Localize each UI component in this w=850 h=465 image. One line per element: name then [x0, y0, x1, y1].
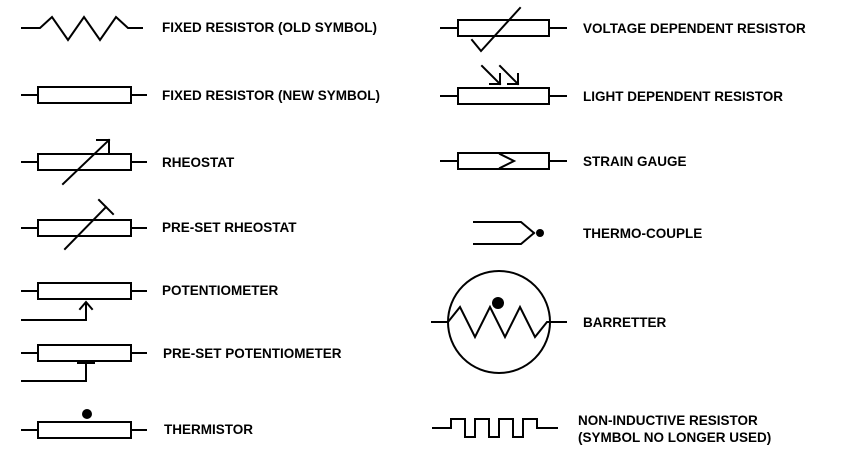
- label-thermistor: THERMISTOR: [164, 422, 254, 437]
- strain-gauge-symbol: [440, 152, 567, 170]
- label-barretter: BARRETTER: [583, 315, 667, 330]
- preset-rheostat-symbol: [21, 198, 147, 251]
- label-fixed-resistor-new: FIXED RESISTOR (NEW SYMBOL): [162, 88, 381, 103]
- label-potentiometer: POTENTIOMETER: [162, 283, 279, 298]
- label-preset-rheostat: PRE-SET RHEOSTAT: [162, 220, 297, 235]
- fixed-resistor-old-symbol: [21, 15, 143, 42]
- label-non-inductive-line2: (SYMBOL NO LONGER USED): [578, 430, 772, 445]
- label-light-dependent-resistor: LIGHT DEPENDENT RESISTOR: [583, 89, 784, 104]
- label-non-inductive-line1: NON-INDUCTIVE RESISTOR: [578, 413, 758, 428]
- thermistor-symbol: [21, 409, 147, 439]
- label-thermocouple: THERMO-COUPLE: [583, 226, 703, 241]
- label-strain-gauge: STRAIN GAUGE: [583, 154, 687, 169]
- thermocouple-symbol: [473, 221, 544, 245]
- preset-potentiometer-symbol: [21, 344, 147, 382]
- label-voltage-dependent-resistor: VOLTAGE DEPENDENT RESISTOR: [583, 21, 806, 36]
- light-dependent-resistor-symbol: [440, 64, 567, 105]
- barretter-symbol: [431, 270, 567, 374]
- label-fixed-resistor-old: FIXED RESISTOR (OLD SYMBOL): [162, 20, 378, 35]
- voltage-dependent-resistor-symbol: [440, 6, 567, 53]
- label-non-inductive-resistor: NON-INDUCTIVE RESISTOR (SYMBOL NO LONGER…: [578, 412, 771, 446]
- non-inductive-resistor-symbol: [432, 418, 558, 438]
- label-preset-potentiometer: PRE-SET POTENTIOMETER: [163, 346, 342, 361]
- fixed-resistor-new-symbol: [21, 86, 147, 104]
- label-rheostat: RHEOSTAT: [162, 155, 235, 170]
- rheostat-symbol: [21, 138, 147, 186]
- potentiometer-symbol: [21, 282, 147, 321]
